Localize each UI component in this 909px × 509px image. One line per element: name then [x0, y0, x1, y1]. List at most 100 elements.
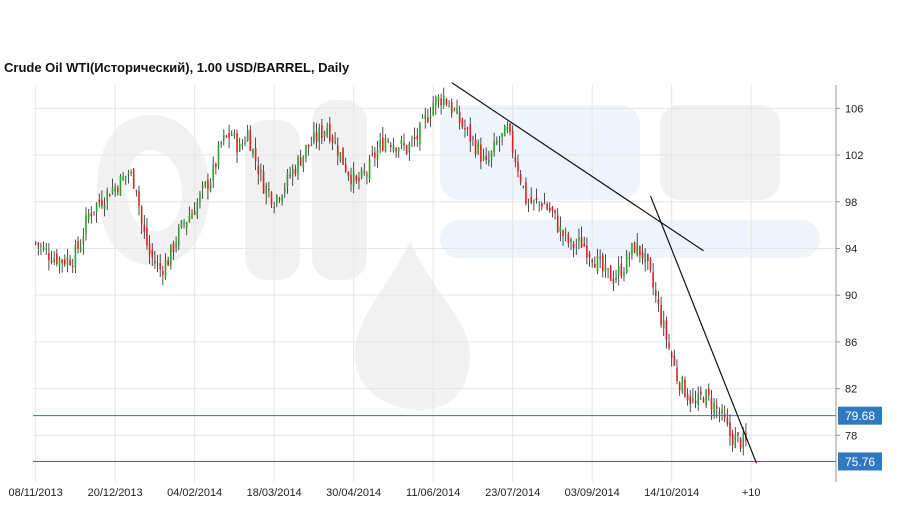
candle-body	[199, 193, 201, 202]
candle-body	[283, 187, 286, 193]
candle-body	[323, 131, 326, 137]
candle-body	[151, 249, 154, 258]
candle-body	[220, 142, 222, 144]
candle-body	[162, 270, 164, 275]
candle-body	[599, 257, 601, 259]
y-tick-label: 78	[845, 430, 857, 442]
candle-body	[230, 134, 233, 136]
candle-body	[71, 266, 74, 268]
level-label: 75.76	[845, 455, 875, 469]
candle-body	[382, 137, 384, 151]
candle-body	[371, 153, 374, 155]
candle-body	[525, 181, 527, 204]
candle-body	[252, 149, 254, 155]
candle-body	[74, 244, 77, 268]
candle-body	[480, 144, 482, 162]
candle-body	[289, 174, 291, 177]
candle-body	[175, 242, 177, 249]
candle-body	[61, 259, 63, 263]
candle-body	[172, 243, 175, 253]
candle-body	[535, 198, 538, 200]
candle-body	[652, 272, 654, 288]
candle-body	[432, 103, 434, 116]
candle-body	[138, 191, 140, 206]
candle-body	[570, 239, 572, 243]
candle-body	[641, 252, 644, 259]
candle-body	[564, 231, 567, 234]
candle-body	[734, 434, 737, 449]
candle-body	[715, 405, 718, 409]
candle-body	[612, 278, 615, 284]
candle-body	[421, 116, 424, 119]
candle-body	[697, 393, 699, 405]
candle-body	[143, 224, 146, 232]
candle-body	[270, 192, 273, 205]
candle-body	[265, 185, 268, 195]
candle-body	[305, 145, 307, 158]
candle-body	[98, 199, 101, 203]
candle-body	[702, 398, 705, 403]
candle-body	[721, 409, 723, 414]
level-labels: 79.68 75.76	[838, 406, 882, 471]
y-tick-label: 86	[845, 337, 857, 349]
candle-body	[376, 149, 379, 160]
candle-body	[109, 194, 111, 197]
candle-body	[146, 227, 148, 246]
candle-body	[223, 134, 225, 141]
candle-body	[416, 135, 419, 140]
candle-body	[503, 125, 506, 137]
candle-body	[729, 422, 731, 437]
candle-body	[527, 201, 530, 203]
x-tick-label: +10	[742, 487, 761, 499]
candle-body	[188, 216, 191, 222]
candle-body	[731, 433, 734, 446]
candle-body	[310, 144, 313, 146]
candle-body	[132, 168, 135, 189]
candle-body	[395, 148, 397, 152]
candle-body	[639, 245, 641, 256]
candle-body	[572, 243, 575, 249]
candle-body	[625, 253, 628, 273]
candle-body	[429, 115, 432, 119]
candle-body	[225, 136, 228, 138]
candle-body	[411, 139, 413, 141]
trend-line	[649, 195, 758, 464]
candle-body	[117, 187, 119, 193]
candle-body	[442, 95, 445, 106]
candle-body	[604, 264, 607, 272]
candle-body	[307, 144, 310, 148]
candle-body	[413, 137, 416, 140]
candle-body	[556, 215, 559, 232]
candle-body	[633, 242, 636, 253]
candle-body	[541, 203, 543, 207]
candle-body	[636, 242, 639, 255]
candle-body	[397, 148, 400, 152]
y-tick-label: 90	[845, 290, 857, 302]
candle-body	[177, 227, 180, 246]
candle-body	[419, 122, 421, 145]
candle-body	[392, 144, 395, 151]
candle-body	[511, 130, 514, 154]
candle-body	[85, 215, 87, 234]
candle-body	[331, 136, 334, 143]
candle-body	[358, 178, 360, 182]
candle-body	[676, 368, 678, 382]
candle-body	[689, 396, 692, 404]
candle-body	[291, 168, 294, 177]
candle-body	[233, 131, 236, 137]
candle-body	[628, 257, 631, 259]
candle-body	[212, 164, 215, 181]
candle-body	[710, 398, 713, 411]
candle-body	[159, 263, 162, 270]
candle-body	[37, 242, 40, 247]
candle-body	[533, 200, 535, 202]
candle-body	[339, 152, 342, 161]
candle-body	[495, 141, 498, 144]
candle-body	[474, 139, 477, 155]
candle-body	[273, 206, 275, 208]
candle-body	[522, 185, 525, 187]
candle-body	[122, 176, 124, 180]
candle-body	[40, 245, 42, 247]
trend-lines	[451, 82, 758, 464]
